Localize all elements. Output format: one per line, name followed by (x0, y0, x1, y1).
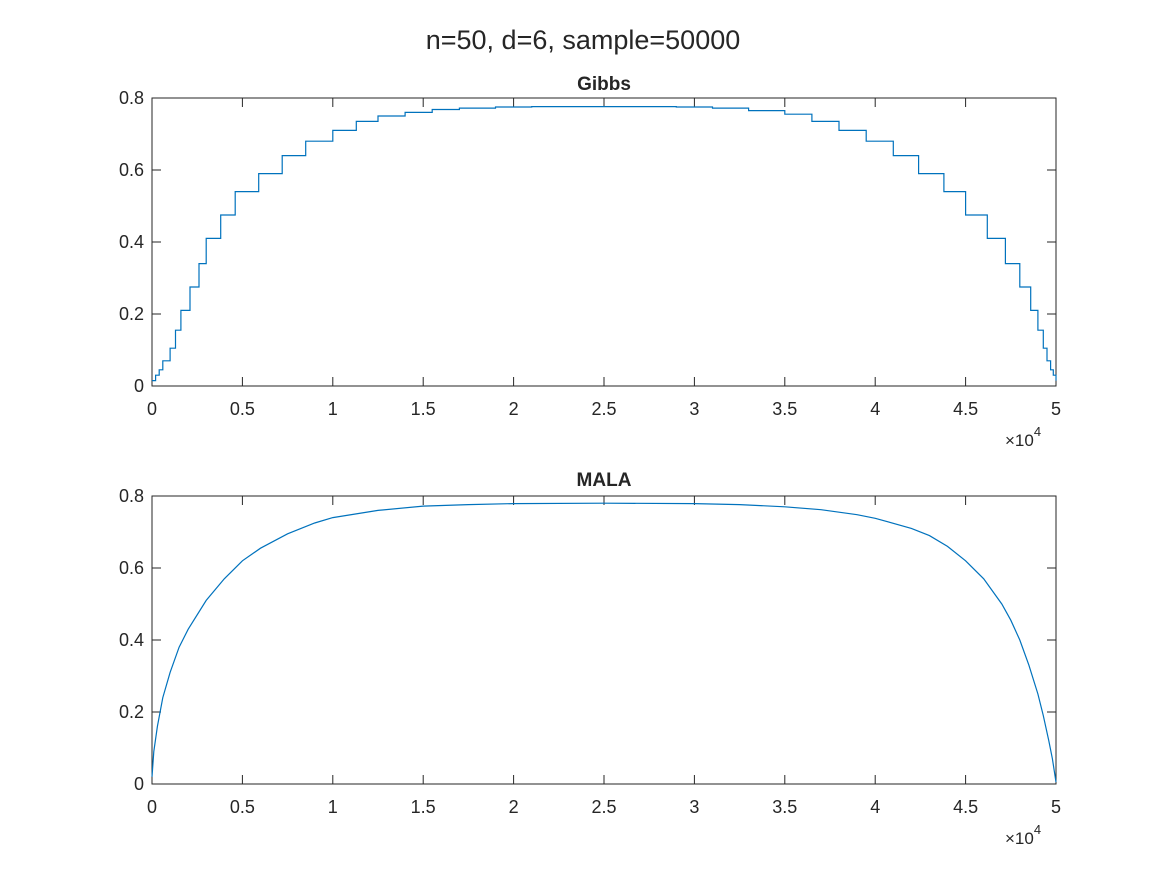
mala-axes: MALA 0 0.5 1 1.5 2 2.5 3 3.5 4 4.5 5 0 0.2 0.4 0.6 0.8… (119, 470, 1061, 848)
gibbs-y-tick-label: 0.6 (119, 160, 144, 180)
gibbs-x-tick-label: 1 (328, 399, 338, 419)
mala-y-tick-label: 0.8 (119, 486, 144, 506)
mala-y-tick-label: 0 (134, 774, 144, 794)
gibbs-x-tick-label: 2 (509, 399, 519, 419)
mala-y-tick-labels: 0 0.2 0.4 0.6 0.8 (119, 486, 144, 794)
gibbs-y-tick-label: 0.2 (119, 304, 144, 324)
gibbs-plot-area (151, 97, 1057, 387)
mala-x-tick-label: 4 (870, 797, 880, 817)
mala-x-tick-label: 4.5 (953, 797, 978, 817)
mala-x-tick-label: 0 (147, 797, 157, 817)
gibbs-x-tick-label: 0.5 (230, 399, 255, 419)
gibbs-axes-title: Gibbs (577, 74, 631, 95)
figure-title: n=50, d=6, sample=50000 (426, 25, 741, 55)
gibbs-ticks (151, 97, 1057, 387)
gibbs-x-exponent: ×104 (1005, 424, 1041, 450)
mala-x-tick-label: 3.5 (772, 797, 797, 817)
gibbs-x-tick-label: 1.5 (411, 399, 436, 419)
mala-x-tick-labels: 0 0.5 1 1.5 2 2.5 3 3.5 4 4.5 5 (147, 797, 1061, 817)
mala-x-tick-label: 2 (509, 797, 519, 817)
mala-y-tick-label: 0.4 (119, 630, 144, 650)
gibbs-x-tick-label: 4 (870, 399, 880, 419)
gibbs-series-line (152, 106, 1057, 382)
mala-x-tick-label: 2.5 (591, 797, 616, 817)
gibbs-y-tick-label: 0.4 (119, 232, 144, 252)
mala-x-tick-label: 1.5 (411, 797, 436, 817)
gibbs-x-tick-label: 3.5 (772, 399, 797, 419)
mala-x-exponent-base: ×10 (1005, 829, 1034, 848)
gibbs-y-tick-label: 0 (134, 376, 144, 396)
gibbs-y-tick-label: 0.8 (119, 88, 144, 108)
gibbs-x-tick-label: 4.5 (953, 399, 978, 419)
gibbs-x-exponent-base: ×10 (1005, 431, 1034, 450)
mala-x-tick-label: 3 (689, 797, 699, 817)
mala-x-exponent: ×104 (1005, 822, 1041, 848)
gibbs-x-tick-label: 0 (147, 399, 157, 419)
mala-y-tick-label: 0.6 (119, 558, 144, 578)
gibbs-axes: Gibbs 0 0.5 1 1.5 2 2.5 3 3.5 4 4.5 5 0 0.2 0.4 0.6 0.… (119, 74, 1061, 450)
mala-series-line (151, 502, 1057, 783)
mala-y-tick-label: 0.2 (119, 702, 144, 722)
gibbs-x-tick-label: 5 (1051, 399, 1061, 419)
gibbs-x-exponent-power: 4 (1034, 424, 1041, 439)
mala-x-tick-label: 1 (328, 797, 338, 817)
gibbs-y-tick-labels: 0 0.2 0.4 0.6 0.8 (119, 88, 144, 396)
gibbs-x-tick-label: 3 (689, 399, 699, 419)
mala-plot-area (151, 495, 1057, 785)
mala-x-tick-label: 0.5 (230, 797, 255, 817)
gibbs-x-tick-label: 2.5 (591, 399, 616, 419)
mala-axes-title: MALA (577, 470, 632, 491)
mala-x-tick-label: 5 (1051, 797, 1061, 817)
mala-x-exponent-power: 4 (1034, 822, 1041, 837)
gibbs-x-tick-labels: 0 0.5 1 1.5 2 2.5 3 3.5 4 4.5 5 (147, 399, 1061, 419)
